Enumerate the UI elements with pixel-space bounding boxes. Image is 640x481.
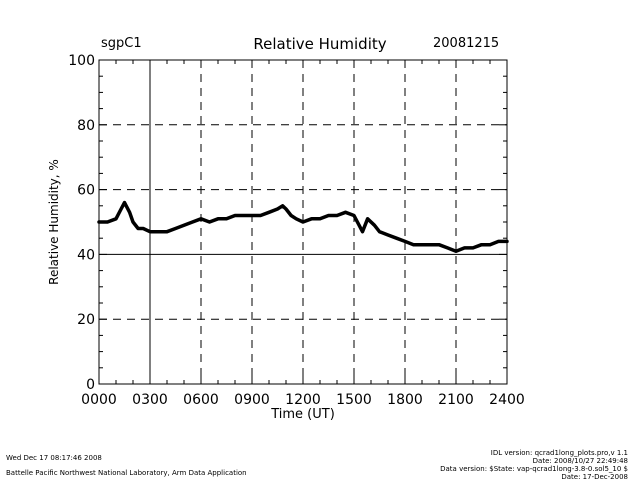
x-tick-label: 1500 [336, 392, 372, 408]
footer-data-version: Data version: $State: vap-qcrad1long-3.8… [440, 465, 628, 473]
footer-idl-version: IDL version: qcrad1long_plots.pro,v 1.1 [490, 449, 628, 457]
y-tick-label: 100 [68, 53, 95, 69]
x-tick-label: 1200 [285, 392, 321, 408]
y-tick-label: 60 [77, 183, 95, 199]
rh-series-line [97, 200, 509, 253]
y-tick-label: 0 [86, 377, 95, 393]
x-tick-label: 2400 [489, 392, 525, 408]
site-label: sgpC1 [101, 36, 142, 51]
x-tick-label: 2100 [438, 392, 474, 408]
chart-title: Relative Humidity [253, 35, 387, 53]
footer-timestamp: Wed Dec 17 08:17:46 2008 [6, 454, 102, 462]
date-label: 20081215 [433, 36, 500, 51]
x-tick-label: 1800 [387, 392, 423, 408]
footer-lab: Battelle Pacific Northwest National Labo… [6, 469, 247, 477]
x-tick-label: 0000 [81, 392, 117, 408]
y-tick-label: 20 [77, 312, 95, 328]
x-tick-label: 0900 [234, 392, 270, 408]
x-axis-label: Time (UT) [270, 407, 335, 422]
y-tick-label: 40 [77, 247, 95, 263]
footer-data-date: Date: 17-Dec-2008 [561, 473, 628, 481]
x-tick-label: 0600 [183, 392, 219, 408]
y-axis-label: Relative Humidity, % [47, 159, 61, 285]
footer-idl-date: Date: 2008/10/27 22:49:48 [532, 457, 628, 465]
y-tick-label: 80 [77, 118, 95, 134]
x-tick-label: 0300 [132, 392, 168, 408]
